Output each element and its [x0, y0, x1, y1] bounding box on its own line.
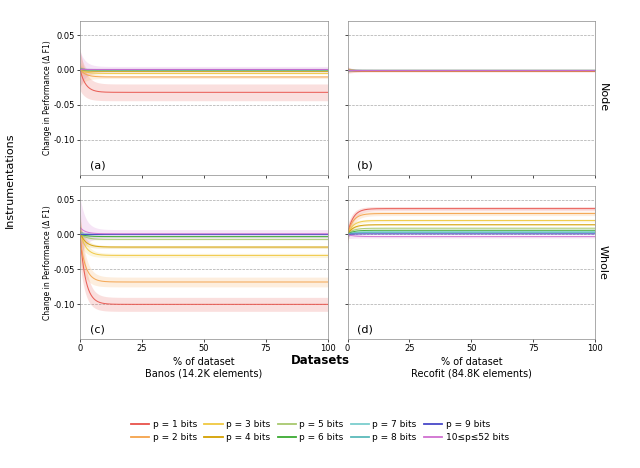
X-axis label: % of dataset
Banos (14.2K elements): % of dataset Banos (14.2K elements) [145, 358, 262, 379]
Text: (c): (c) [90, 325, 105, 335]
Text: (b): (b) [357, 160, 373, 170]
Text: (d): (d) [357, 325, 373, 335]
Text: Node: Node [598, 83, 607, 112]
Text: Datasets: Datasets [291, 354, 349, 367]
Text: (a): (a) [90, 160, 106, 170]
Legend: p = 1 bits, p = 2 bits, p = 3 bits, p = 4 bits, p = 5 bits, p = 6 bits, p = 7 bi: p = 1 bits, p = 2 bits, p = 3 bits, p = … [131, 420, 509, 442]
Text: Instrumentations: Instrumentations [4, 132, 15, 228]
Y-axis label: Change in Performance (Δ F1): Change in Performance (Δ F1) [44, 41, 52, 155]
X-axis label: % of dataset
Recofit (84.8K elements): % of dataset Recofit (84.8K elements) [411, 358, 532, 379]
Text: Whole: Whole [598, 245, 607, 280]
Y-axis label: Change in Performance (Δ F1): Change in Performance (Δ F1) [44, 205, 52, 320]
